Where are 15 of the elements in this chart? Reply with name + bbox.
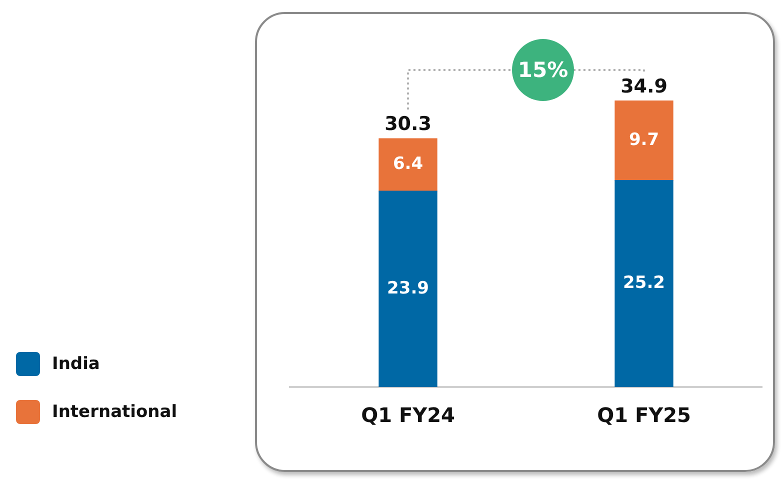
legend-label: India [52, 354, 100, 374]
data-label: 6.4 [392, 154, 424, 174]
total-label: 34.9 [620, 75, 668, 98]
bar [614, 180, 674, 387]
data-label: 23.9 [387, 278, 429, 298]
bar [378, 138, 438, 192]
badge-circle: 15% [512, 39, 574, 101]
data-label: 25.2 [623, 273, 665, 294]
x-tick-label: Q1 FY25 [597, 403, 691, 428]
total-label: 30.3 [384, 112, 432, 135]
bar [378, 190, 438, 387]
x-tick-label: Q1 FY24 [361, 403, 455, 428]
bar [614, 100, 674, 181]
data-label: 9.7 [628, 130, 660, 150]
legend-label: International [52, 402, 178, 422]
